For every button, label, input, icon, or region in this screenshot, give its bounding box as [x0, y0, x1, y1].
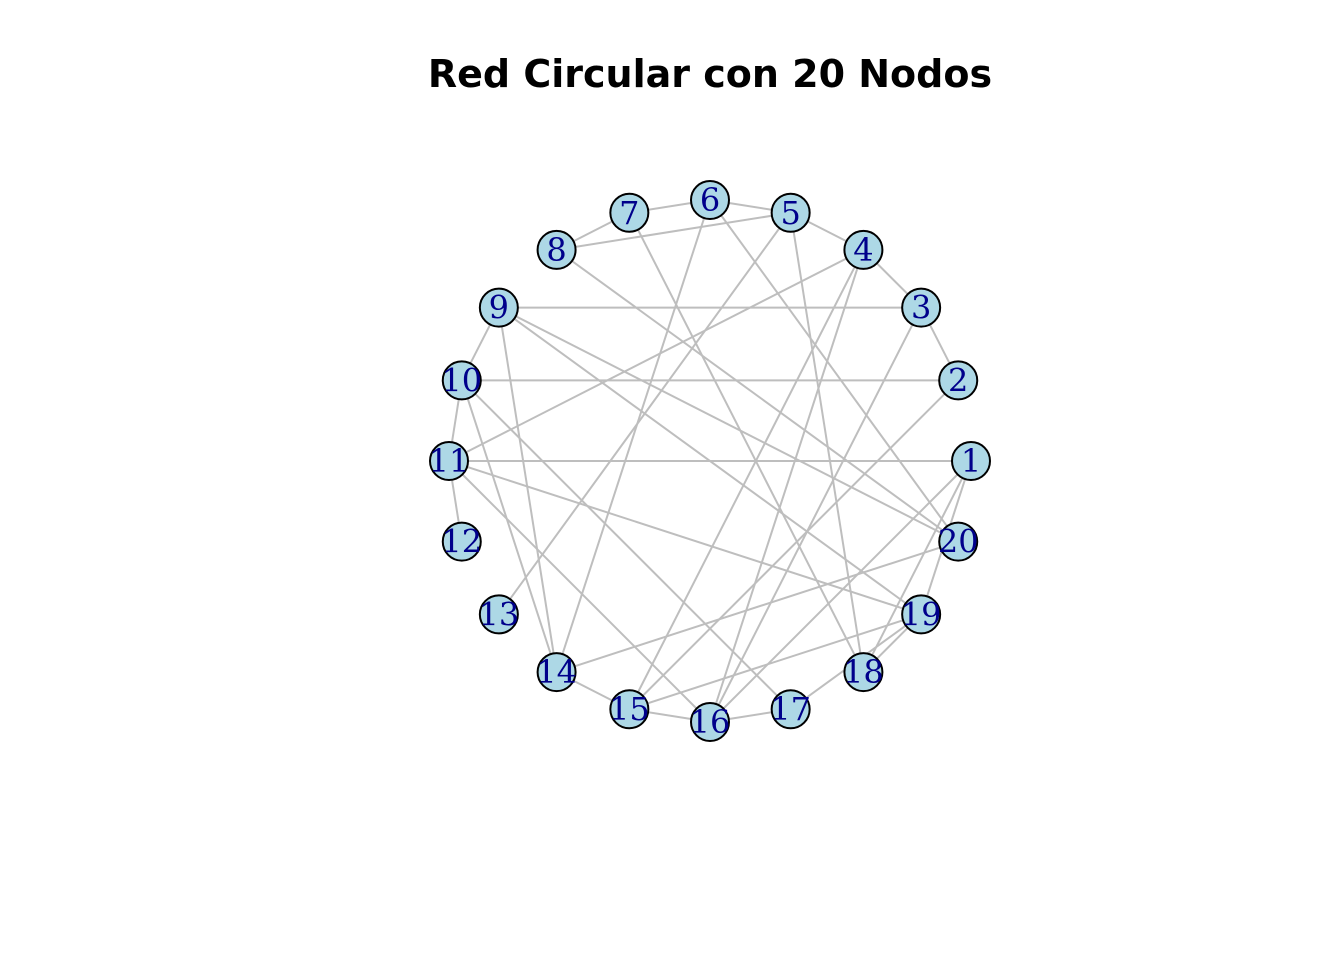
- node-circle: [690, 702, 730, 742]
- edge-1-18: [862, 460, 972, 673]
- edge-5-18: [789, 212, 865, 673]
- node-circle: [901, 287, 942, 328]
- node-label: 8: [546, 231, 566, 269]
- edge-2-15: [628, 379, 959, 710]
- edge-8-20: [556, 249, 959, 543]
- edge-7-18: [628, 212, 865, 673]
- node-label: 18: [843, 653, 884, 691]
- edge-9-19: [498, 306, 922, 616]
- node-circle: [478, 594, 519, 635]
- node-10: 10: [441, 360, 482, 401]
- node-1: 1: [951, 441, 991, 481]
- node-4: 4: [843, 229, 884, 270]
- edge-10-17: [461, 379, 792, 710]
- edge-10-14: [460, 380, 558, 673]
- node-11: 11: [429, 441, 470, 481]
- node-label: 11: [429, 442, 470, 480]
- node-17: 17: [770, 689, 811, 730]
- node-circle: [770, 689, 811, 730]
- node-circle: [536, 652, 577, 693]
- node-20: 20: [938, 521, 979, 562]
- edge-6-14: [555, 199, 711, 673]
- graph-title: Red Circular con 20 Nodos: [427, 52, 993, 96]
- node-circle: [843, 652, 884, 693]
- node-5: 5: [770, 192, 811, 233]
- node-label: 2: [948, 361, 968, 399]
- edge-4-15: [628, 249, 865, 710]
- node-8: 8: [536, 229, 577, 270]
- node-13: 13: [478, 594, 519, 635]
- node-label: 13: [478, 595, 519, 633]
- node-3: 3: [901, 287, 942, 328]
- node-6: 6: [690, 180, 730, 220]
- node-18: 18: [843, 652, 884, 693]
- node-label: 15: [609, 690, 650, 728]
- node-circle: [478, 287, 519, 328]
- node-circle: [770, 192, 811, 233]
- node-circle: [609, 192, 650, 233]
- edge-layer: [448, 199, 972, 723]
- edge-4-16: [709, 249, 865, 723]
- node-label: 16: [690, 703, 731, 741]
- node-circle: [609, 689, 650, 730]
- node-circle: [690, 180, 730, 220]
- node-label: 3: [911, 289, 931, 327]
- edge-3-16: [709, 307, 923, 723]
- node-label: 5: [780, 194, 800, 232]
- node-7: 7: [609, 192, 650, 233]
- edge-11-16: [448, 460, 711, 723]
- node-circle: [951, 441, 991, 481]
- node-14: 14: [536, 652, 577, 693]
- node-19: 19: [901, 594, 942, 635]
- node-label: 20: [938, 523, 979, 561]
- node-2: 2: [938, 360, 979, 401]
- node-label: 4: [853, 231, 873, 269]
- node-label: 6: [700, 181, 720, 219]
- node-label: 17: [770, 690, 811, 728]
- edge-9-20: [498, 306, 959, 543]
- node-circle: [901, 594, 942, 635]
- edge-6-20: [709, 199, 960, 543]
- node-12: 12: [441, 521, 482, 562]
- edge-1-16: [709, 460, 972, 723]
- node-circle: [441, 521, 482, 562]
- edge-15-19: [629, 613, 922, 711]
- node-label: 14: [536, 653, 577, 691]
- node-circle: [938, 521, 979, 562]
- node-label: 10: [441, 361, 482, 399]
- edge-9-14: [497, 307, 558, 673]
- node-circle: [843, 229, 884, 270]
- node-label: 9: [489, 289, 509, 327]
- node-circle: [536, 229, 577, 270]
- node-label: 7: [619, 194, 639, 232]
- edge-14-20: [556, 540, 959, 674]
- node-circle: [938, 360, 979, 401]
- node-label: 12: [441, 523, 482, 561]
- node-circle: [429, 441, 469, 481]
- edge-5-8: [556, 211, 791, 251]
- node-circle: [441, 360, 482, 401]
- edge-11-19: [448, 460, 922, 616]
- node-label: 1: [961, 442, 981, 480]
- node-15: 15: [609, 689, 650, 730]
- node-16: 16: [690, 702, 731, 742]
- node-9: 9: [478, 287, 519, 328]
- node-label: 19: [901, 595, 942, 633]
